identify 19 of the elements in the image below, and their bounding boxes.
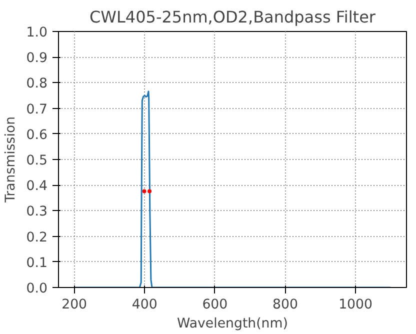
y-tick-label: 1.0: [26, 26, 48, 40]
y-tick-label: 0.2: [26, 230, 48, 246]
y-tick-label: 0.1: [26, 256, 48, 271]
y-tick-label: 0.9: [26, 51, 48, 66]
x-axis-title: Wavelength(nm): [177, 316, 288, 332]
x-tick-label: 200: [62, 298, 88, 312]
y-tick-label: 0.0: [26, 282, 48, 296]
y-tick-label: 0.5: [26, 154, 48, 168]
y-axis-title: Transmission: [3, 116, 18, 204]
y-tick-label: 0.7: [26, 102, 48, 118]
x-tick-label: 400: [132, 298, 158, 312]
y-tick-label: 0.8: [26, 76, 48, 92]
x-tick-label: 600: [202, 298, 228, 312]
y-tick-label: 0.4: [26, 179, 48, 194]
chart-title: CWL405-25nm,OD2,Bandpass Filter: [90, 8, 376, 26]
y-tick-label: 0.3: [26, 204, 48, 220]
x-tick-label: 800: [272, 298, 298, 312]
y-tick-label: 0.6: [26, 128, 48, 143]
x-tick-label: 1000: [338, 298, 372, 312]
